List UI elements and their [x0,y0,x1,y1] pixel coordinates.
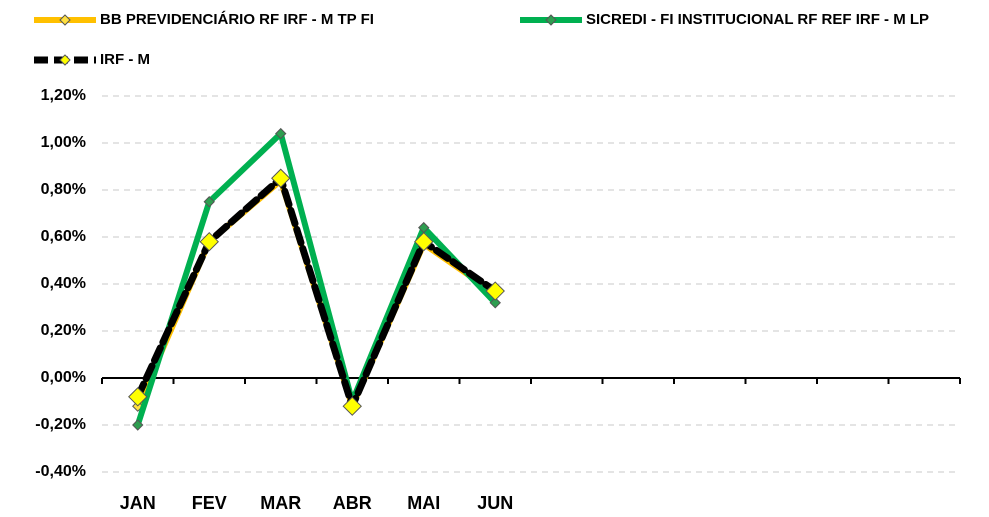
series-line [134,174,499,410]
x-tick-label: FEV [192,493,227,513]
y-tick-label: 0,80% [41,181,86,198]
data-point [489,297,501,309]
y-tick-label: 0,00% [41,369,86,386]
legend-label: BB PREVIDENCIÁRIO RF IRF - M TP FI [100,11,374,28]
series-line [134,130,499,428]
y-tick-label: 0,60% [41,228,86,245]
data-point [342,396,362,416]
x-tick-label: MAR [260,493,301,513]
data-point [128,387,148,407]
data-point [203,196,215,208]
x-tick-label: MAI [407,493,440,513]
x-tick-label: JAN [120,493,156,513]
y-tick-label: 0,40% [41,275,86,292]
data-point [275,127,287,140]
legend-marker [545,14,557,26]
legend-label: IRF - M [100,51,150,68]
legend-label: SICREDI - FI INSTITUCIONAL RF REF IRF - … [586,11,929,28]
y-tick-label: -0,40% [35,463,86,480]
x-tick-label: JUN [477,493,513,513]
y-tick-label: 1,20% [41,87,86,104]
x-tick-label: ABR [333,493,372,513]
data-point [414,231,434,252]
data-point [199,231,219,252]
y-tick-label: -0,20% [35,416,86,433]
y-tick-label: 1,00% [41,134,86,151]
y-tick-label: 0,20% [41,322,86,339]
legend-marker [59,14,71,26]
legend-marker [59,54,71,66]
data-point [132,419,144,431]
data-point [271,168,291,188]
data-point [485,281,505,301]
